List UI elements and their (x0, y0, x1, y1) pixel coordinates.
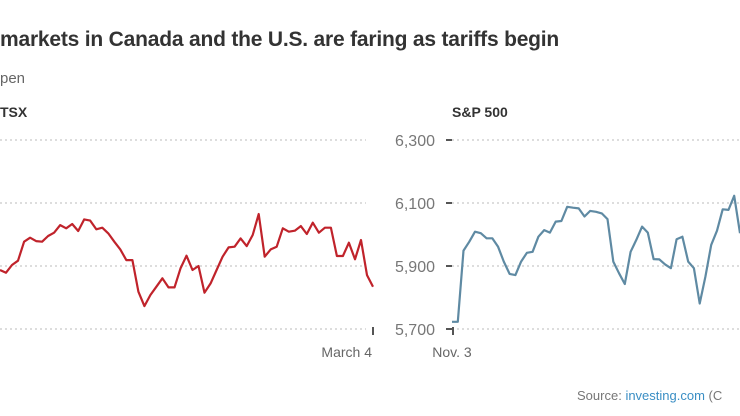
sp500-y-tick-label: 6,100 (395, 196, 435, 213)
sp500-y-tick-label: 5,900 (395, 259, 435, 276)
sp500-y-tick-label: 5,700 (395, 322, 435, 339)
chart-subtitle: pen (0, 70, 26, 87)
source-label: Source: (577, 388, 622, 403)
sp500-panel-title: S&P 500 (452, 104, 508, 120)
tsx-series-line (0, 212, 374, 308)
source-note: Source: investing.com (C (577, 388, 722, 403)
source-tail: (C (708, 388, 723, 403)
sp500-x-label-start: Nov. 3 (432, 344, 472, 360)
tsx-panel-title: TSX (0, 104, 28, 120)
source-link[interactable]: investing.com (625, 388, 705, 403)
chart-title: markets in Canada and the U.S. are farin… (0, 28, 560, 51)
sp500-y-tick-label: 6,300 (395, 133, 435, 150)
sp500-series-line (452, 194, 740, 323)
tsx-x-label-end: March 4 (321, 344, 372, 360)
